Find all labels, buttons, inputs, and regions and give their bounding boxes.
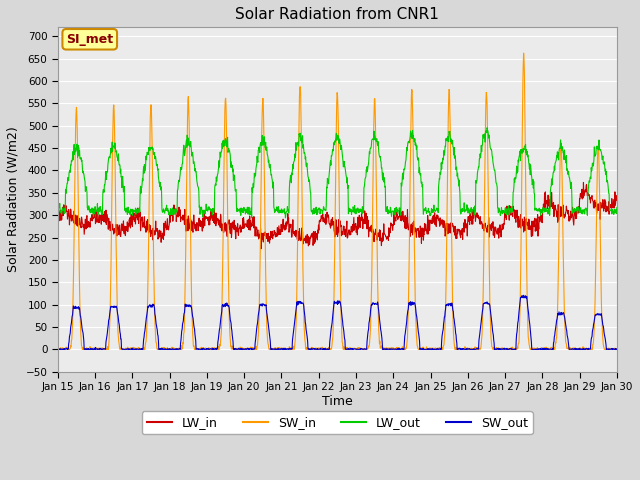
SW_out [424, 346, 432, 351]
Line: LW_in: LW_in [58, 182, 617, 249]
SW_out [547, 346, 555, 352]
SW_in [613, 347, 621, 352]
SW_in [54, 346, 61, 351]
Y-axis label: Solar Radiation (W/m2): Solar Radiation (W/m2) [7, 127, 20, 273]
LW_out [54, 209, 61, 215]
X-axis label: Time: Time [322, 395, 353, 408]
LW_in [179, 215, 186, 220]
LW_in [424, 231, 432, 237]
LW_out [613, 204, 621, 210]
LW_in [547, 203, 555, 209]
Line: SW_in: SW_in [58, 53, 617, 349]
SW_in [424, 346, 432, 351]
Line: SW_out: SW_out [58, 295, 617, 349]
SW_in [498, 347, 506, 352]
SW_out [54, 347, 61, 352]
SW_in [179, 346, 186, 351]
SW_in [520, 50, 527, 56]
LW_in [257, 246, 265, 252]
SW_out [613, 346, 621, 352]
LW_out [164, 207, 172, 213]
LW_out [483, 125, 491, 131]
SW_out [164, 347, 172, 352]
LW_out [241, 207, 248, 213]
LW_in [498, 226, 506, 232]
LW_in [54, 212, 61, 218]
Text: SI_met: SI_met [66, 33, 113, 46]
SW_out [179, 326, 186, 332]
SW_in [547, 345, 555, 350]
LW_out [179, 161, 186, 167]
SW_out [520, 292, 527, 298]
LW_out [282, 215, 289, 221]
LW_out [498, 209, 506, 215]
LW_in [241, 221, 248, 227]
SW_in [165, 346, 173, 352]
Title: Solar Radiation from CNR1: Solar Radiation from CNR1 [236, 7, 439, 22]
SW_in [57, 347, 65, 352]
LW_in [613, 197, 621, 203]
SW_out [497, 347, 505, 352]
SW_in [241, 346, 249, 351]
Line: LW_out: LW_out [58, 128, 617, 218]
LW_out [547, 183, 555, 189]
LW_out [424, 205, 432, 211]
SW_out [241, 347, 248, 352]
LW_in [580, 180, 588, 185]
LW_in [164, 227, 172, 233]
Legend: LW_in, SW_in, LW_out, SW_out: LW_in, SW_in, LW_out, SW_out [142, 411, 532, 434]
